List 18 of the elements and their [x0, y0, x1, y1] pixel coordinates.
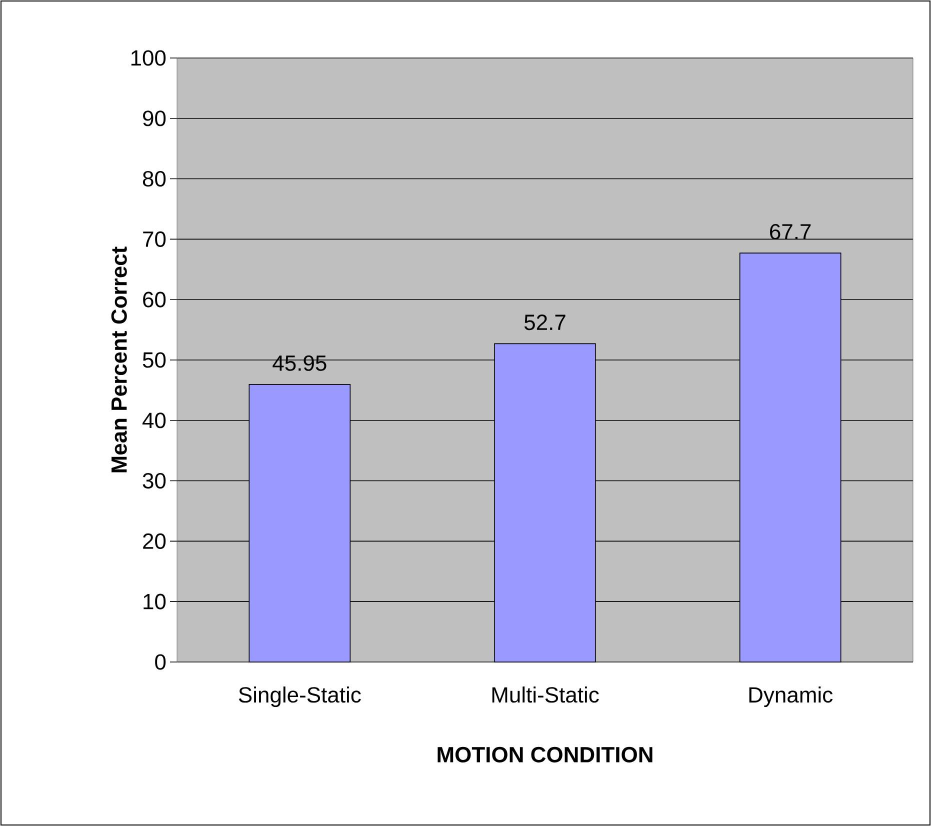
x-tick-label: Dynamic — [749, 686, 833, 708]
y-tick-label: 0 — [155, 654, 166, 670]
x-axis-title: MOTION CONDITION — [438, 746, 652, 762]
y-tick-label: 40 — [142, 412, 166, 428]
x-tick-label: Single-Static — [238, 686, 361, 708]
y-tick-label: 70 — [143, 231, 166, 247]
data-label: 67.7 — [770, 224, 811, 240]
y-tick-label: 60 — [143, 292, 166, 308]
data-label: 52.7 — [524, 314, 566, 330]
y-axis-title: Mean Percent Correct — [111, 246, 127, 472]
x-tick-label: Multi-Static — [492, 686, 599, 703]
y-tick-label: 100 — [131, 50, 166, 66]
y-tick-label: 20 — [143, 533, 166, 549]
y-tick-label: 90 — [143, 110, 166, 126]
y-tick-label: 10 — [144, 594, 166, 610]
y-tick-label: 80 — [142, 170, 166, 187]
y-tick-label: 30 — [142, 472, 166, 489]
y-tick-label: 50 — [142, 352, 166, 368]
